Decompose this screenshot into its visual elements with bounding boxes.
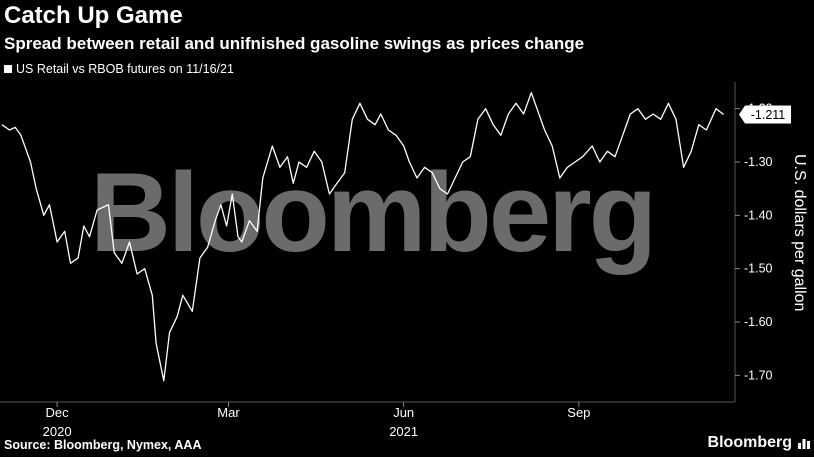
legend-label: US Retail vs RBOB futures on 11/16/21 <box>16 62 234 76</box>
bar-chart-icon <box>798 439 810 449</box>
y-tick-label: -1.60 <box>744 315 773 329</box>
x-tick-label: Mar <box>217 405 240 420</box>
legend: US Retail vs RBOB futures on 11/16/21 <box>4 62 234 76</box>
y-tick-label: -1.40 <box>744 208 773 222</box>
x-tick-label: Jun <box>393 405 414 420</box>
brand-logo: Bloomberg <box>707 434 792 451</box>
x-tick-label: Sep <box>567 405 590 420</box>
last-value-pointer <box>739 105 745 124</box>
source-note: Source: Bloomberg, Nymex, AAA <box>4 438 202 452</box>
y-tick-label: -1.30 <box>744 155 773 169</box>
last-value-label: -1.211 <box>751 108 786 122</box>
y-tick-label: -1.50 <box>744 262 773 276</box>
x-tick-label: Dec <box>46 405 70 420</box>
legend-swatch <box>4 65 12 73</box>
last-value-box <box>745 105 791 124</box>
y-tick-label: -1.70 <box>744 368 773 382</box>
y-axis-label: U.S. dollars per gallon <box>791 154 808 312</box>
chart-title: Catch Up Game <box>4 2 183 29</box>
series-line <box>1 92 724 382</box>
x-year-label: 2021 <box>389 424 418 439</box>
x-year-label: 2020 <box>43 424 72 439</box>
chart-subtitle: Spread between retail and unifnished gas… <box>4 34 585 53</box>
